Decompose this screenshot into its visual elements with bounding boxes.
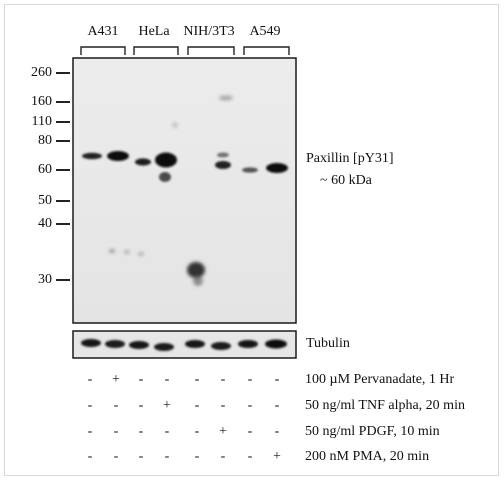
band-lane4-smear xyxy=(159,172,171,182)
sign: - xyxy=(87,449,93,464)
sign: - xyxy=(164,449,170,464)
tubulin-lane6 xyxy=(211,342,231,350)
sign: - xyxy=(274,398,280,413)
band-lane8 xyxy=(266,163,288,173)
sign: - xyxy=(138,424,144,439)
mw-label-110: 110 xyxy=(31,114,52,129)
paxillin-bands xyxy=(82,151,288,182)
tubulin-bands xyxy=(81,339,287,351)
figure-frame xyxy=(4,4,499,476)
lane-label-a431: A431 xyxy=(87,24,119,39)
sign: - xyxy=(138,449,144,464)
bracket-hela xyxy=(133,46,179,55)
sign: - xyxy=(113,449,119,464)
sign: - xyxy=(247,424,253,439)
sign: - xyxy=(220,449,226,464)
sign: - xyxy=(138,398,144,413)
western-blot-main xyxy=(72,57,297,359)
sign: - xyxy=(247,449,253,464)
treatment-label: 50 ng/ml PDGF, 10 min xyxy=(305,424,440,439)
treatment-label: 50 ng/ml TNF alpha, 20 min xyxy=(305,398,465,413)
tubulin-lane2 xyxy=(105,340,125,348)
band-lane5-low xyxy=(187,262,205,278)
tubulin-membrane xyxy=(72,330,297,359)
band-lane6-high xyxy=(219,95,233,101)
mw-label-60: 60 xyxy=(38,162,52,177)
blot-membrane xyxy=(72,57,297,324)
lane-label-hela: HeLa xyxy=(138,24,170,39)
tubulin-lane8 xyxy=(265,339,287,349)
sign: + xyxy=(112,372,120,387)
sign: - xyxy=(87,398,93,413)
mw-label-260: 260 xyxy=(31,65,52,80)
mw-tick-40 xyxy=(56,223,70,225)
tubulin-lane7 xyxy=(238,340,258,348)
tubulin-lane1 xyxy=(81,339,101,347)
sign: - xyxy=(274,424,280,439)
sign: - xyxy=(247,372,253,387)
mw-label-40: 40 xyxy=(38,216,52,231)
mw-label-160: 160 xyxy=(31,94,52,109)
spot-1 xyxy=(109,249,115,253)
sign: - xyxy=(87,372,93,387)
mw-label-30: 30 xyxy=(38,272,52,287)
band-lane5-low-tail xyxy=(193,276,203,286)
mw-tick-110 xyxy=(56,121,70,123)
bracket-a549 xyxy=(243,46,290,55)
mw-tick-30 xyxy=(56,279,70,281)
lane-label-nih3t3: NIH/3T3 xyxy=(183,24,235,39)
sign: - xyxy=(113,398,119,413)
band-lane6 xyxy=(215,161,231,169)
sign: - xyxy=(194,449,200,464)
mw-tick-50 xyxy=(56,200,70,202)
treatment-label: 200 nM PMA, 20 min xyxy=(305,449,430,464)
sign: - xyxy=(194,398,200,413)
band-lane6-upper xyxy=(217,152,229,158)
lane-label-a549: A549 xyxy=(249,24,281,39)
band-lane4 xyxy=(155,152,177,168)
band-lane3 xyxy=(135,158,151,166)
loading-control-label: Tubulin xyxy=(306,336,350,351)
band-lane1 xyxy=(82,152,102,160)
spot-4 xyxy=(172,122,178,128)
sign: - xyxy=(247,398,253,413)
sign: - xyxy=(87,424,93,439)
bracket-nih3t3 xyxy=(187,46,235,55)
sign: + xyxy=(163,398,171,413)
mw-tick-260 xyxy=(56,72,70,74)
mw-label-50: 50 xyxy=(38,193,52,208)
sign: - xyxy=(194,372,200,387)
faint-bands xyxy=(109,95,233,286)
band-name-label: Paxillin [pY31] xyxy=(306,151,394,166)
band-lane2 xyxy=(107,151,129,161)
mw-label-80: 80 xyxy=(38,133,52,148)
mw-tick-80 xyxy=(56,140,70,142)
sign: - xyxy=(274,372,280,387)
bracket-a431 xyxy=(80,46,126,55)
lane-brackets xyxy=(80,46,290,55)
sign: - xyxy=(194,424,200,439)
sign: + xyxy=(219,424,227,439)
tubulin-lane5 xyxy=(185,340,205,348)
tubulin-lane4 xyxy=(154,343,174,351)
band-size-label: ~ 60 kDa xyxy=(320,173,372,188)
sign: - xyxy=(113,424,119,439)
sign: - xyxy=(138,372,144,387)
sign: - xyxy=(164,372,170,387)
mw-tick-60 xyxy=(56,169,70,171)
band-lane7 xyxy=(242,167,258,173)
sign: + xyxy=(273,449,281,464)
treatment-label: 100 µM Pervanadate, 1 Hr xyxy=(305,372,455,387)
spot-3 xyxy=(138,252,144,256)
sign: - xyxy=(220,398,226,413)
mw-tick-160 xyxy=(56,101,70,103)
sign: - xyxy=(220,372,226,387)
spot-2 xyxy=(124,250,130,254)
sign: - xyxy=(164,424,170,439)
tubulin-lane3 xyxy=(129,341,149,349)
